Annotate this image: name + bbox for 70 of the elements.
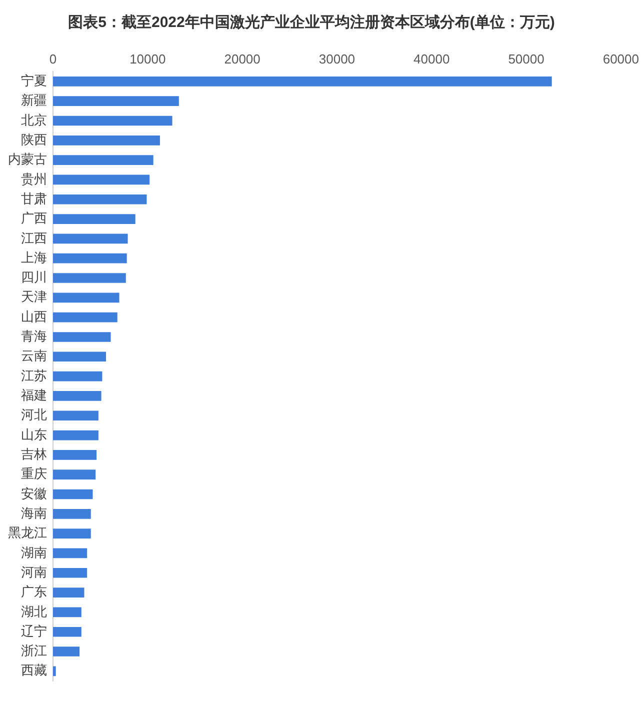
bar — [53, 96, 179, 106]
y-tick-label: 浙江 — [21, 643, 47, 658]
bar — [53, 626, 82, 637]
y-tick-label: 青海 — [21, 328, 47, 344]
bar — [53, 76, 552, 86]
y-tick-label: 云南 — [21, 348, 47, 364]
bar — [53, 450, 97, 460]
y-tick-label: 山东 — [21, 426, 47, 442]
bar — [53, 135, 160, 146]
bar — [53, 470, 96, 480]
bar — [53, 588, 84, 598]
bar — [53, 489, 93, 500]
bar — [53, 312, 118, 322]
y-tick-label: 湖北 — [21, 604, 47, 619]
x-tick-label: 50000 — [508, 51, 544, 66]
y-tick-label: 吉林 — [21, 446, 47, 462]
y-tick-label: 湖南 — [21, 544, 47, 560]
y-tick-label: 黑龙江 — [8, 525, 47, 540]
y-tick-label: 上海 — [21, 250, 47, 265]
y-tick-label: 西藏 — [21, 662, 47, 678]
bar — [53, 568, 88, 578]
bar — [53, 194, 147, 204]
chart-title: 图表5：截至2022年中国激光产业企业平均注册资本区域分布(单位：万元) — [68, 13, 555, 32]
bar — [53, 253, 127, 264]
x-tick-label: 30000 — [318, 51, 356, 66]
y-tick-label: 海南 — [21, 505, 47, 520]
bar — [53, 607, 82, 618]
y-tick-label: 新疆 — [21, 92, 47, 108]
x-tick-label: 40000 — [414, 51, 450, 66]
y-tick-label: 陕西 — [21, 132, 47, 147]
y-tick-label: 安徽 — [21, 486, 47, 501]
bar — [53, 391, 102, 401]
y-tick-label: 天津 — [21, 289, 47, 304]
bar — [53, 666, 56, 676]
y-tick-label: 河北 — [21, 407, 47, 422]
bar — [53, 410, 98, 421]
bar — [53, 273, 126, 283]
bar — [53, 352, 106, 362]
x-tick-label: 0 — [49, 51, 57, 66]
y-tick-label: 广东 — [21, 584, 47, 600]
y-tick-label: 贵州 — [21, 171, 47, 186]
bar — [53, 174, 150, 185]
x-tick-label: 60000 — [602, 51, 640, 66]
bar — [53, 371, 102, 382]
bar — [53, 508, 91, 519]
y-tick-label: 山西 — [21, 308, 47, 324]
bar — [53, 646, 80, 656]
y-tick-label: 重庆 — [21, 466, 47, 482]
x-tick-label: 10000 — [130, 51, 166, 66]
bar — [53, 430, 98, 440]
y-tick-label: 辽宁 — [21, 623, 47, 638]
x-tick-label: 20000 — [224, 51, 260, 66]
y-tick-label: 江苏 — [21, 368, 47, 383]
bar — [53, 116, 172, 126]
y-tick-label: 北京 — [21, 112, 47, 128]
bar — [53, 548, 88, 558]
y-tick-label: 福建 — [21, 388, 47, 403]
y-tick-label: 河南 — [21, 564, 47, 580]
y-tick-label: 江西 — [21, 230, 47, 246]
y-tick-label: 宁夏 — [21, 73, 47, 88]
y-tick-label: 甘肃 — [21, 190, 47, 206]
bar — [53, 292, 120, 303]
bar — [53, 155, 154, 165]
y-tick-label: 内蒙古 — [8, 152, 47, 167]
bar — [53, 528, 91, 538]
bar — [53, 332, 111, 342]
bar — [53, 234, 128, 244]
bar — [53, 214, 136, 224]
y-tick-label: 广西 — [21, 210, 47, 226]
y-tick-label: 四川 — [21, 270, 47, 285]
